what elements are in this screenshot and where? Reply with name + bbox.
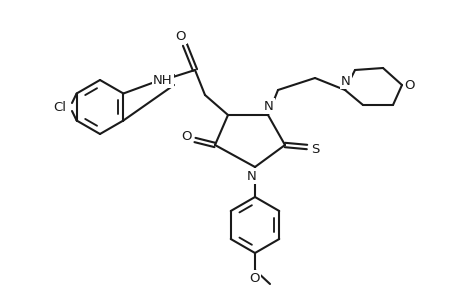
Text: N: N [341,74,350,88]
Text: Cl: Cl [53,100,67,113]
Text: N: N [263,100,273,112]
Text: N: N [246,169,256,182]
Text: O: O [249,272,260,284]
Text: NH: NH [153,74,173,86]
Text: S: S [310,142,319,155]
Text: O: O [181,130,192,142]
Text: O: O [175,29,186,43]
Text: O: O [404,79,414,92]
